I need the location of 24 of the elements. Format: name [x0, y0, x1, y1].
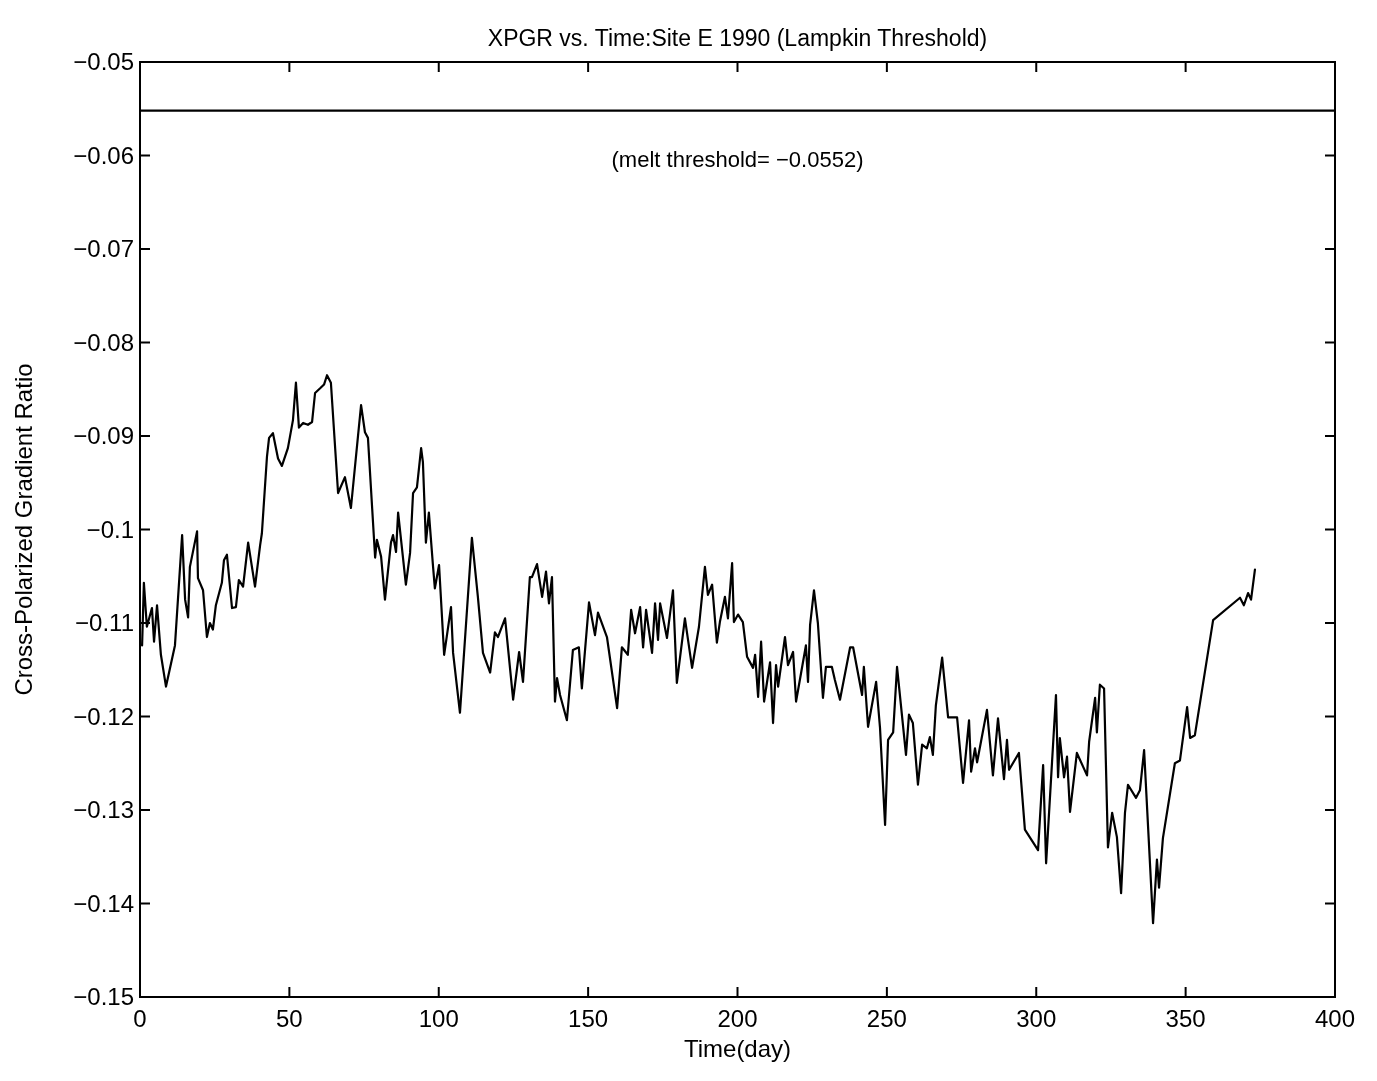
y-tick-label: −0.14	[73, 889, 134, 917]
y-tick-label: −0.1	[86, 515, 134, 543]
y-tick-label: −0.06	[73, 141, 134, 169]
y-axis-title: Cross-Polarized Gradient Ratio	[10, 363, 37, 696]
x-tick-label: 150	[568, 1005, 609, 1032]
x-tick-label: 100	[418, 1005, 459, 1032]
ref-line-label: (melt threshold= −0.0552)	[611, 146, 864, 172]
y-tick-label: −0.12	[73, 702, 134, 730]
x-tick-label: 350	[1165, 1005, 1206, 1032]
y-tick-label: −0.11	[75, 609, 134, 636]
y-tick-label: −0.07	[73, 235, 134, 262]
x-tick-label: 50	[276, 1005, 303, 1032]
x-axis-title: Time(day)	[683, 1035, 792, 1062]
y-tick-label: −0.09	[73, 422, 134, 449]
y-tick-label: −0.05	[73, 48, 134, 75]
x-tick-label: 0	[133, 1005, 147, 1032]
y-tick-label: −0.13	[73, 796, 134, 823]
y-tick-label: −0.15	[73, 983, 134, 1010]
x-tick-label: 200	[717, 1005, 758, 1032]
x-tick-label: 250	[866, 1005, 907, 1032]
x-tick-label: 300	[1016, 1005, 1057, 1032]
chart-title: XPGR vs. Time:Site E 1990 (Lampkin Threshold)	[487, 25, 988, 51]
x-tick-label: 400	[1314, 1005, 1356, 1032]
y-tick-label: −0.08	[73, 328, 134, 356]
